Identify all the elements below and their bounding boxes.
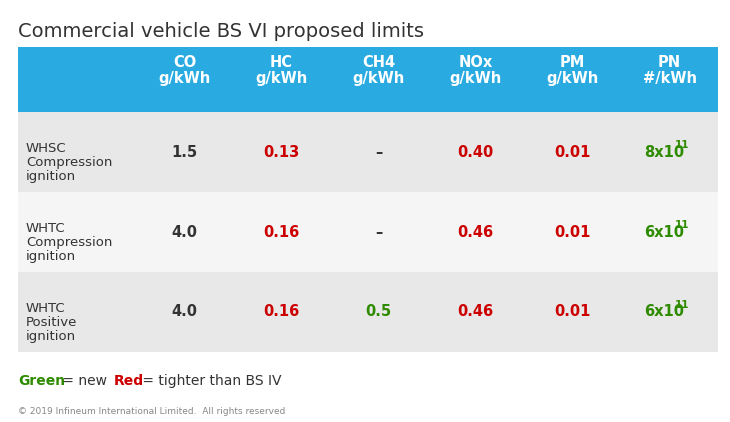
Text: g/kWh: g/kWh <box>353 71 404 86</box>
Text: Commercial vehicle BS VI proposed limits: Commercial vehicle BS VI proposed limits <box>18 22 424 41</box>
Text: 4.0: 4.0 <box>172 305 198 319</box>
Text: 6x10: 6x10 <box>645 225 685 240</box>
Text: #/kWh: #/kWh <box>642 71 696 86</box>
Text: Compression: Compression <box>26 236 112 249</box>
Text: 0.01: 0.01 <box>554 144 591 160</box>
Text: PN: PN <box>658 55 681 70</box>
Text: = tighter than BS IV: = tighter than BS IV <box>138 374 282 388</box>
Text: ignition: ignition <box>26 330 76 343</box>
Text: PM: PM <box>560 55 585 70</box>
Text: ignition: ignition <box>26 250 76 263</box>
Text: g/kWh: g/kWh <box>158 71 211 86</box>
Text: 0.13: 0.13 <box>264 144 299 160</box>
FancyBboxPatch shape <box>18 192 718 272</box>
Text: WHTC: WHTC <box>26 222 66 235</box>
Text: ignition: ignition <box>26 170 76 183</box>
Text: WHSC: WHSC <box>26 142 66 155</box>
Text: 11: 11 <box>675 300 690 310</box>
Text: 0.5: 0.5 <box>366 305 391 319</box>
Text: 6x10: 6x10 <box>645 305 685 319</box>
Text: –: – <box>375 225 382 240</box>
Text: 0.01: 0.01 <box>554 305 591 319</box>
Text: CH4: CH4 <box>362 55 395 70</box>
Text: Green: Green <box>18 374 65 388</box>
FancyBboxPatch shape <box>18 272 718 352</box>
Text: 0.16: 0.16 <box>264 305 299 319</box>
Text: 0.46: 0.46 <box>458 225 493 240</box>
Text: 4.0: 4.0 <box>172 225 198 240</box>
Text: g/kWh: g/kWh <box>546 71 599 86</box>
Text: 0.16: 0.16 <box>264 225 299 240</box>
Text: Red: Red <box>114 374 144 388</box>
Text: Positive: Positive <box>26 316 77 329</box>
Text: 0.46: 0.46 <box>458 305 493 319</box>
Text: 0.40: 0.40 <box>458 144 493 160</box>
Text: CO: CO <box>173 55 196 70</box>
Text: 1.5: 1.5 <box>172 144 198 160</box>
Text: WHTC: WHTC <box>26 302 66 315</box>
Text: Compression: Compression <box>26 156 112 169</box>
FancyBboxPatch shape <box>18 47 718 112</box>
Text: © 2019 Infineum International Limited.  All rights reserved: © 2019 Infineum International Limited. A… <box>18 407 285 416</box>
Text: g/kWh: g/kWh <box>255 71 307 86</box>
FancyBboxPatch shape <box>18 112 718 192</box>
Text: –: – <box>375 144 382 160</box>
Text: g/kWh: g/kWh <box>450 71 502 86</box>
Text: 11: 11 <box>675 140 690 150</box>
Text: = new: = new <box>58 374 129 388</box>
Text: 11: 11 <box>675 220 690 230</box>
Text: 8x10: 8x10 <box>645 144 685 160</box>
Text: HC: HC <box>270 55 293 70</box>
Text: NOx: NOx <box>458 55 493 70</box>
Text: 0.01: 0.01 <box>554 225 591 240</box>
